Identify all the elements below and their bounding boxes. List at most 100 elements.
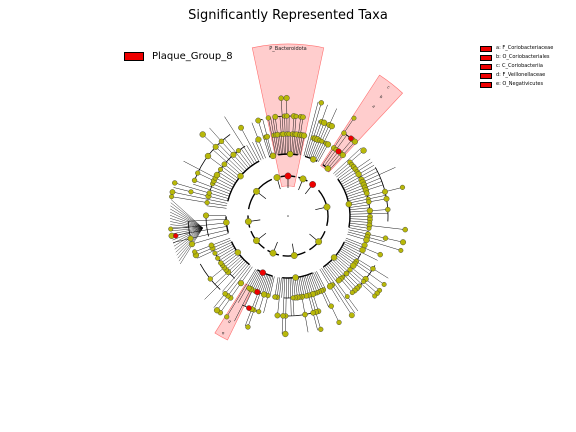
phylum-node [299, 175, 307, 183]
taxon-node [318, 326, 324, 332]
significant-node [348, 135, 354, 142]
fan-edge [173, 227, 203, 244]
branch-edge [318, 144, 329, 162]
fan-edge [170, 224, 203, 229]
taxon-node [328, 123, 335, 130]
branch-edge [349, 218, 370, 220]
taxon-node [321, 119, 328, 126]
taxon-node [351, 115, 357, 121]
taxa-legend-label: e: O_Negativicutes [496, 81, 544, 87]
clade-label-c: c [386, 85, 391, 90]
taxa-legend-item: e: O_Negativicutes [480, 80, 553, 89]
taxon-node [336, 319, 342, 325]
branch-edge [322, 118, 355, 165]
fan-edge [171, 227, 203, 235]
taxon-node [302, 311, 308, 318]
branch-edge [293, 277, 296, 298]
group-legend-swatch [124, 52, 144, 61]
phylum-node [269, 249, 277, 257]
branch-edge [337, 166, 354, 180]
taxon-node [215, 255, 221, 261]
taxon-node [366, 225, 372, 231]
taxon-node [188, 189, 194, 195]
branch-edge [305, 102, 322, 157]
branch-edge [314, 271, 340, 323]
taxa-legend-label: d: F_Veillonellaceae [496, 72, 546, 78]
taxon-node [282, 330, 289, 338]
taxon-node [217, 166, 223, 172]
branch-edge [248, 270, 259, 289]
branch-edge [209, 127, 247, 170]
taxon-node [264, 133, 271, 140]
taxon-node [402, 226, 408, 233]
taxon-node [191, 177, 198, 184]
taxon-node [366, 207, 373, 214]
taxon-node [255, 117, 262, 124]
level-arc [209, 145, 246, 192]
branch-edge [344, 167, 396, 191]
branch-edge [341, 246, 360, 258]
taxon-node [189, 241, 196, 248]
phylum-node [253, 237, 260, 245]
taxon-node [206, 190, 212, 196]
branch-edge [222, 262, 248, 292]
branch-edge [173, 187, 228, 202]
branch-edge [345, 237, 365, 246]
taxon-node [280, 313, 286, 319]
taxon-node [341, 130, 347, 136]
branch-edge [171, 196, 227, 207]
taxon-node [361, 279, 367, 284]
branch-edge [217, 247, 235, 259]
branch-edge [300, 276, 305, 297]
taxon-node [318, 100, 324, 106]
fan-edge [172, 227, 203, 241]
branch-edge [349, 225, 370, 229]
branch-edge [348, 229, 404, 243]
branch-edge [172, 229, 228, 243]
group-legend: Plaque_Group_8 [124, 51, 233, 62]
fan-edge [170, 227, 203, 232]
group-legend-label: Plaque_Group_8 [152, 51, 233, 62]
branch-edge [231, 261, 246, 277]
highlight-clade-c [320, 74, 404, 173]
class-node [310, 156, 317, 163]
taxon-node [272, 113, 279, 120]
branch-edge [316, 271, 326, 290]
taxa-legend-swatch [480, 45, 492, 52]
fan-edge [170, 202, 203, 229]
branch-edge [255, 140, 264, 160]
taxon-node [351, 138, 358, 145]
taxa-legend-item: d: F_Veillonellaceae [480, 71, 553, 80]
taxon-node [272, 294, 278, 300]
branch-edge [224, 164, 241, 178]
taxon-node [283, 94, 290, 102]
phylum-node [244, 218, 252, 225]
taxon-node [221, 161, 228, 168]
branch-edge [219, 249, 237, 261]
taxon-node [360, 147, 367, 154]
branch-edge [316, 143, 327, 162]
branch-edge [322, 266, 356, 314]
branch-edge [309, 273, 318, 293]
cladogram-nodes [168, 94, 408, 338]
taxon-node [343, 270, 350, 277]
taxon-node [187, 235, 194, 242]
clade-label-a: a [371, 103, 376, 109]
branch-edge [313, 108, 337, 160]
branch-edge [340, 248, 389, 279]
class-node [330, 254, 338, 261]
branch-edge [193, 183, 230, 197]
taxon-node [213, 307, 221, 314]
taxon-node [212, 143, 219, 150]
taxon-node [238, 124, 244, 131]
taxon-node [222, 291, 228, 297]
branch-edge [214, 243, 233, 254]
branch-edge [286, 98, 288, 155]
branch-edge [183, 160, 234, 188]
branch-edge [311, 273, 320, 292]
taxon-node [255, 136, 262, 143]
class-node [324, 165, 332, 172]
taxon-node [265, 115, 271, 121]
